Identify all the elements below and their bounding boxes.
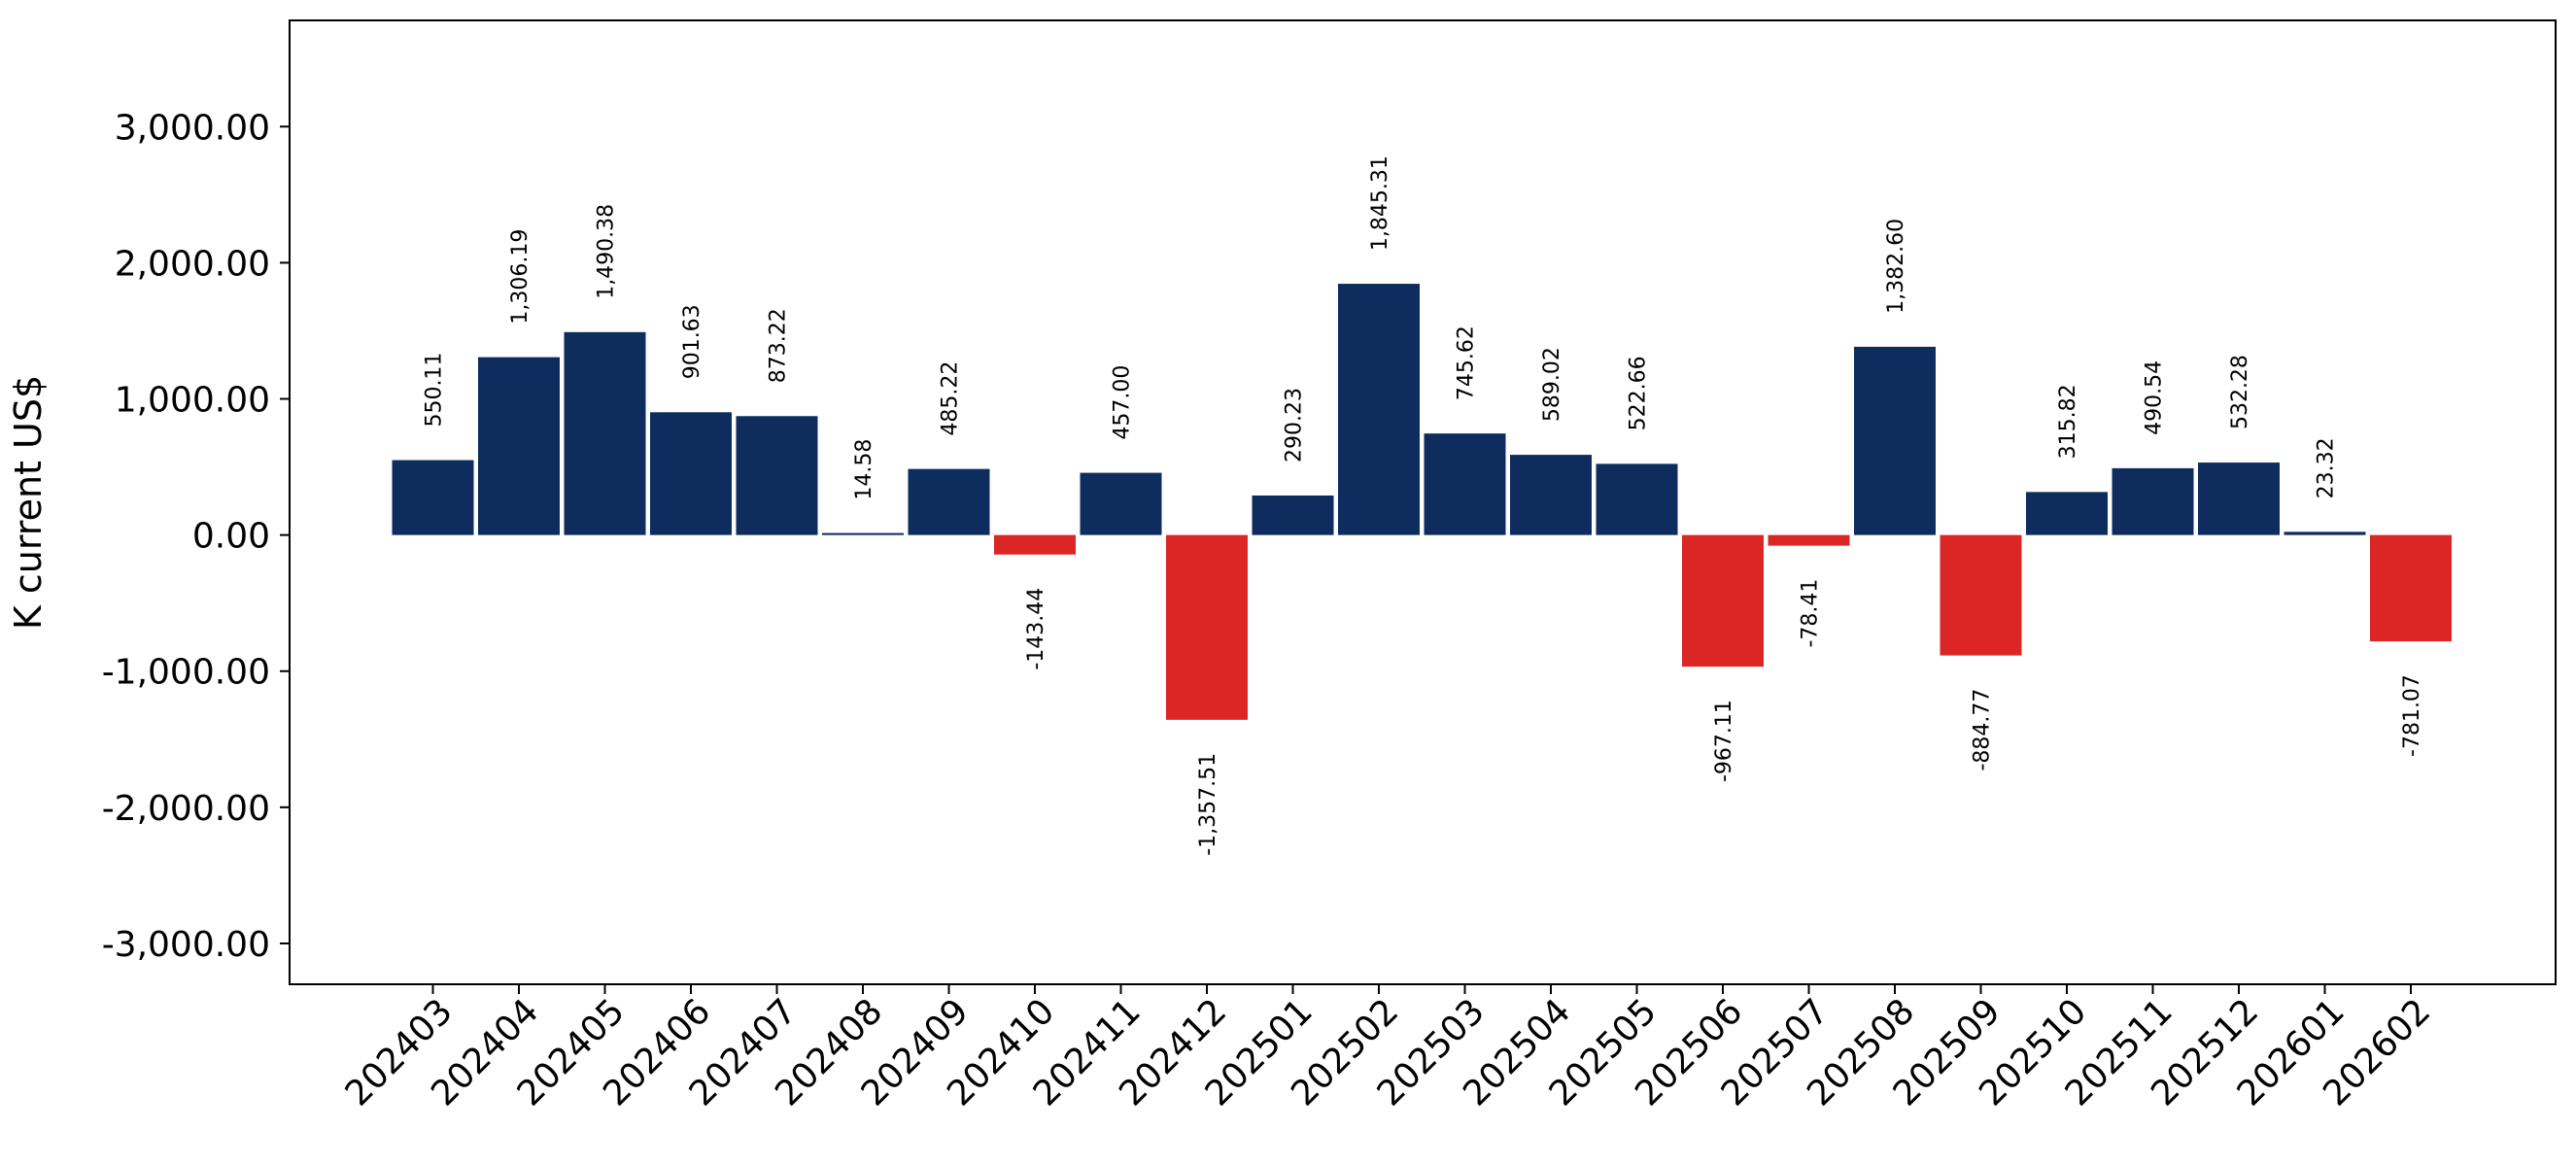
bar-202510 <box>2026 492 2108 535</box>
data-label: -967.11 <box>1712 700 1736 782</box>
bar-202501 <box>1252 495 1334 535</box>
y-axis: -3,000.00 -2,000.00 -1,000.00 0.00 1,000.00 2… <box>102 108 290 965</box>
bar-202507 <box>1768 534 1850 546</box>
bar-202408 <box>822 532 904 535</box>
bar-202412 <box>1166 534 1248 720</box>
y-tick-label: 3,000.00 <box>115 108 270 148</box>
data-label: -781.07 <box>2400 674 2424 757</box>
y-axis-label: K current US$ <box>7 375 50 630</box>
bar-202506 <box>1682 534 1764 668</box>
y-tick-label: 2,000.00 <box>115 244 270 284</box>
data-label: 1,382.60 <box>1884 219 1908 314</box>
data-label: 901.63 <box>680 304 704 379</box>
data-label: 522.66 <box>1627 356 1651 430</box>
bar-202409 <box>908 468 990 535</box>
data-label: 550.11 <box>423 353 447 428</box>
bar-202405 <box>564 331 646 535</box>
bar-202508 <box>1854 346 1936 535</box>
bar-202410 <box>994 534 1076 555</box>
data-label: 315.82 <box>2056 384 2080 459</box>
y-tick-label: 0.00 <box>192 517 270 557</box>
x-axis: 2024032024042024052024062024072024082024… <box>338 984 2438 1114</box>
y-tick-label: -1,000.00 <box>102 653 270 693</box>
bar-202511 <box>2112 467 2194 535</box>
bar-202505 <box>1596 463 1678 535</box>
bar-202502 <box>1338 284 1420 535</box>
data-label: 589.02 <box>1540 347 1564 422</box>
bar-202509 <box>1940 534 2022 656</box>
bar-202406 <box>650 412 732 535</box>
data-label: 485.22 <box>939 361 963 436</box>
data-label: -884.77 <box>1971 689 1995 771</box>
data-label: 14.58 <box>852 439 876 500</box>
data-label: -1,357.51 <box>1196 753 1220 856</box>
y-tick-label: -2,000.00 <box>102 789 270 829</box>
data-label: 745.62 <box>1455 326 1479 400</box>
data-label: 490.54 <box>2143 360 2167 435</box>
data-label: -78.41 <box>1799 579 1823 648</box>
bar-202407 <box>736 416 818 535</box>
plot-frame <box>289 19 2557 985</box>
data-label: -143.44 <box>1024 588 1048 670</box>
data-label: 1,490.38 <box>595 204 619 299</box>
bar-202403 <box>392 460 474 535</box>
data-label: 532.28 <box>2228 355 2252 429</box>
bar-202411 <box>1080 472 1162 535</box>
data-label: 457.00 <box>1111 365 1135 440</box>
data-label: 23.32 <box>2315 437 2339 498</box>
data-label: 1,845.31 <box>1368 155 1392 251</box>
data-label: 290.23 <box>1283 388 1307 463</box>
bars-group <box>392 284 2452 720</box>
bar-202601 <box>2284 531 2366 535</box>
y-tick-label: 1,000.00 <box>115 381 270 421</box>
data-labels-group: 550.11 1,306.19 1,490.38 901.63 873.22 14.58 4… <box>423 155 2425 856</box>
bar-202504 <box>1510 455 1592 535</box>
data-label: 873.22 <box>767 308 791 383</box>
y-tick-label: -3,000.00 <box>102 925 270 965</box>
bar-202503 <box>1424 433 1506 535</box>
bar-202404 <box>478 357 560 535</box>
bar-202512 <box>2198 463 2280 535</box>
data-label: 1,306.19 <box>508 229 532 325</box>
bar-202602 <box>2370 534 2452 642</box>
